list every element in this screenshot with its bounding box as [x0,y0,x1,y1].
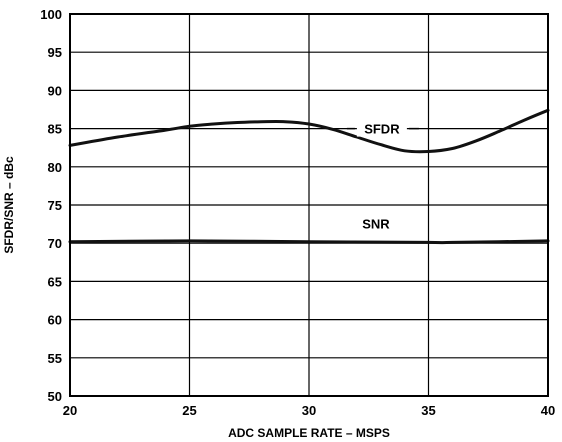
sfdr-label-background [356,120,407,137]
x-tick-labels: 20 25 30 35 40 [63,403,555,418]
y-tick-label: 100 [40,7,62,22]
series-label-sfdr: SFDR [364,122,400,137]
y-tick-label: 95 [48,45,62,60]
y-tick-labels: 50 55 60 65 70 75 80 85 90 95 100 [40,7,62,404]
y-axis-title: SFDR/SNR – dBc [2,156,16,254]
y-tick-label: 65 [48,274,62,289]
series-line-sfdr [68,108,550,154]
y-tick-label: 80 [48,160,62,175]
x-tick-label: 30 [302,403,316,418]
x-tick-label: 25 [182,403,196,418]
x-tick-label: 20 [63,403,77,418]
series-lines [68,108,550,245]
y-tick-label: 50 [48,389,62,404]
x-tick-label: 40 [541,403,555,418]
x-tick-label: 35 [421,403,435,418]
y-tick-label: 85 [48,122,62,137]
grid [70,14,548,396]
y-tick-label: 75 [48,198,62,213]
x-axis-title: ADC SAMPLE RATE – MSPS [228,426,390,440]
y-tick-label: 70 [48,236,62,251]
y-tick-label: 55 [48,351,62,366]
y-tick-label: 90 [48,83,62,98]
y-tick-label: 60 [48,313,62,328]
series-line-snr [68,239,550,245]
plot-frame [69,13,549,397]
series-label-snr: SNR [362,216,390,231]
